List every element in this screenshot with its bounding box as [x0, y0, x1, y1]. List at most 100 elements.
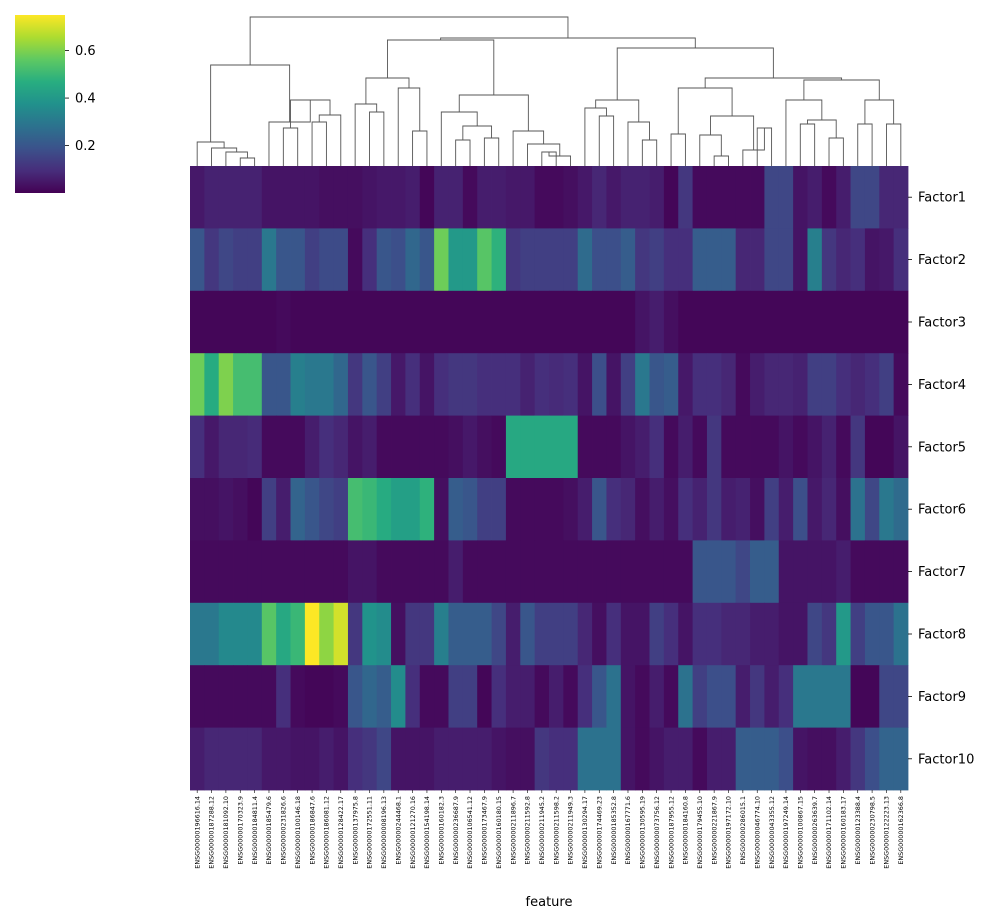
heatmap-cell	[592, 228, 607, 292]
heatmap-cell	[735, 290, 751, 354]
heatmap-cell	[635, 478, 650, 541]
heatmap-cell	[520, 540, 536, 604]
heatmap-cell	[592, 665, 607, 728]
heatmap-cell	[793, 415, 808, 479]
heatmap-cell	[347, 290, 363, 354]
heatmap-cell	[534, 540, 550, 604]
heatmap-cell	[333, 353, 349, 416]
heatmap-cell	[678, 228, 693, 292]
heatmap-cell	[592, 353, 607, 416]
heatmap-cell	[706, 540, 722, 604]
heatmap-cell	[448, 166, 464, 229]
heatmap-cell	[505, 602, 521, 666]
heatmap-cell	[864, 727, 880, 791]
heatmap-cell	[649, 166, 665, 229]
heatmap-cell	[218, 228, 234, 292]
heatmap-cell	[706, 415, 722, 479]
heatmap-cell	[534, 727, 550, 791]
heatmap-cell	[663, 166, 679, 229]
heatmap-cell	[821, 353, 837, 416]
heatmap-cell	[319, 415, 334, 479]
heatmap-cell	[850, 290, 866, 354]
heatmap-cell	[405, 415, 421, 479]
dendrogram-link	[886, 123, 902, 166]
heatmap-cell	[261, 665, 277, 728]
heatmap-cell	[893, 290, 909, 354]
heatmap-cell	[534, 290, 550, 354]
heatmap-cell	[706, 353, 722, 416]
heatmap-cell	[821, 228, 837, 292]
heatmap-cell	[735, 353, 751, 416]
column-label: ENSG00000121270.16	[409, 796, 417, 869]
row-labels: Factor1 Factor2 Factor3 Factor4 Factor5 Facto…	[908, 191, 974, 767]
dendrogram-link	[354, 103, 378, 166]
heatmap-cell	[376, 290, 392, 354]
heatmap-cell	[764, 540, 780, 604]
heatmap-cell	[362, 166, 378, 229]
heatmap-cell	[750, 228, 765, 292]
heatmap-cell	[218, 290, 234, 354]
heatmap-cell	[448, 228, 464, 292]
dendrogram-link	[857, 123, 873, 166]
heatmap-cell	[391, 478, 406, 541]
heatmap-cell	[850, 540, 866, 604]
heatmap-cell	[477, 353, 492, 416]
heatmap-cell	[434, 290, 449, 354]
heatmap-cell	[491, 665, 507, 728]
heatmap-cell	[807, 727, 823, 791]
heatmap-cell	[462, 478, 478, 541]
heatmap-cell	[233, 478, 248, 541]
heatmap-cell	[620, 478, 636, 541]
heatmap-cell	[549, 540, 564, 604]
heatmap-cell	[190, 353, 205, 416]
heatmap-cell	[879, 228, 895, 292]
dendrogram-link	[803, 79, 880, 100]
column-label: ENSG00000184811.4	[251, 796, 259, 865]
heatmap-cell	[836, 228, 851, 292]
heatmap-cell	[793, 228, 808, 292]
dendrogram-link	[598, 115, 615, 166]
heatmap-cell	[520, 727, 536, 791]
heatmap-cell	[778, 478, 794, 541]
heatmap-cell	[577, 415, 593, 479]
heatmap-cell	[879, 415, 895, 479]
heatmap-cell	[793, 540, 808, 604]
heatmap-cell	[663, 415, 679, 479]
heatmap-cell	[606, 166, 622, 229]
heatmap-cell	[764, 228, 780, 292]
heatmap-cell	[893, 540, 909, 604]
heatmap-cell	[419, 353, 435, 416]
heatmap-cell	[577, 727, 593, 791]
row-label: Factor6	[918, 503, 966, 518]
heatmap-cell	[218, 415, 234, 479]
heatmap-cell	[505, 540, 521, 604]
heatmap-cell	[821, 166, 837, 229]
heatmap-cell	[663, 540, 679, 604]
column-label: ENSG00000008196.13	[380, 796, 388, 869]
heatmap-cell	[850, 665, 866, 728]
dendrogram-link	[387, 39, 495, 95]
heatmap-cell	[419, 602, 435, 666]
heatmap-cell	[678, 166, 693, 229]
heatmap-cell	[448, 290, 464, 354]
heatmap-cell	[290, 727, 306, 791]
column-label: ENSG00000179455.10	[696, 796, 704, 869]
heatmap-cell	[405, 602, 421, 666]
dendrogram-link	[483, 137, 500, 166]
heatmap-cell	[505, 665, 521, 728]
heatmap-cell	[290, 602, 306, 666]
heatmap-cell	[434, 727, 449, 791]
heatmap-cell	[836, 665, 851, 728]
column-label: ENSG00000181092.10	[222, 796, 230, 869]
heatmap-cell	[706, 478, 722, 541]
heatmap-cell	[750, 166, 765, 229]
heatmap-cell	[620, 540, 636, 604]
heatmap-cell	[204, 166, 220, 229]
heatmap-cell	[692, 602, 708, 666]
heatmap-cell	[290, 228, 306, 292]
column-label: ENSG00000137975.8	[351, 796, 359, 865]
heatmap-cell	[261, 727, 277, 791]
heatmap-cell	[319, 665, 334, 728]
heatmap-cell	[347, 665, 363, 728]
heatmap-cell	[462, 540, 478, 604]
